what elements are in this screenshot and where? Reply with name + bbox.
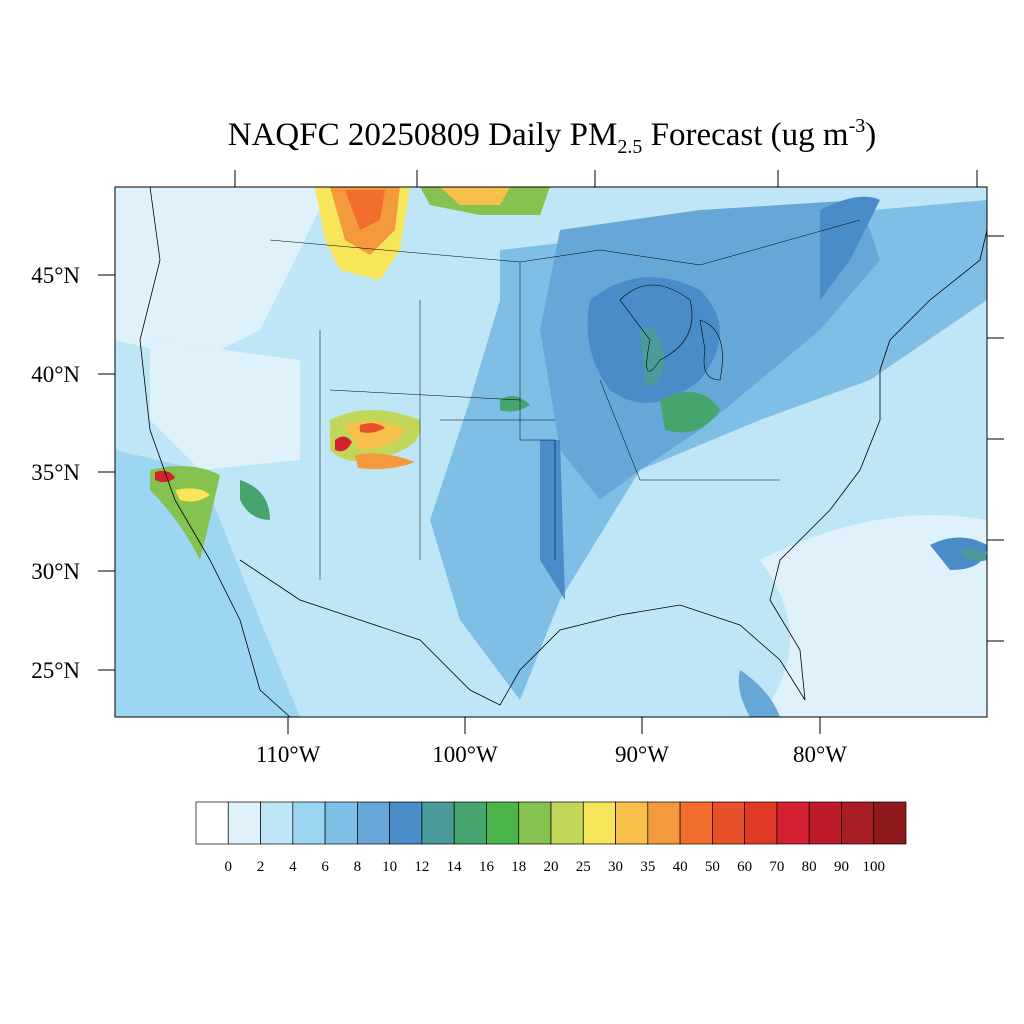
title-main: NAQFC 20250809 Daily PM	[228, 117, 618, 153]
colorbar-label: 20	[544, 859, 559, 875]
colorbar-label: 8	[354, 859, 362, 875]
map-field	[115, 187, 987, 717]
map-frame	[114, 186, 988, 718]
colorbar-box	[712, 801, 745, 845]
colorbar-box	[292, 801, 326, 845]
colorbar-label: 0	[225, 859, 233, 875]
colorbar-label: 14	[447, 859, 463, 875]
colorbar-label: 100	[862, 859, 885, 875]
colorbar-box	[453, 801, 487, 845]
colorbar-box	[486, 801, 520, 845]
lon-label: 90°W	[615, 742, 669, 767]
lat-label: 35°N	[31, 460, 80, 485]
boundaries	[139, 186, 988, 718]
colorbar-label: 40	[673, 859, 688, 875]
colorbar-label: 16	[479, 859, 495, 875]
colorbar-box	[324, 801, 358, 845]
lon-label: 100°W	[432, 742, 498, 767]
title-end: )	[865, 117, 876, 153]
colorbar-label: 80	[802, 859, 817, 875]
colorbar-label: 70	[769, 859, 784, 875]
colorbar-box	[873, 801, 907, 845]
colorbar-label: 18	[511, 859, 526, 875]
colorbar-box	[550, 801, 584, 845]
colorbar-box	[808, 801, 842, 845]
colorbar-box	[647, 801, 681, 845]
colorbar-box	[389, 801, 423, 845]
lon-label: 110°W	[256, 742, 321, 767]
colorbar-label: 60	[737, 859, 752, 875]
title-superscript: -3	[849, 115, 866, 137]
colorbar-box	[227, 801, 261, 845]
colorbar-label: 2	[257, 859, 265, 875]
lat-label: 45°N	[31, 263, 80, 288]
frame-ticks	[234, 170, 1004, 642]
colorbar-label: 35	[640, 859, 655, 875]
title: NAQFC 20250809 Daily PM2.5 Forecast (ug …	[228, 115, 877, 158]
colorbar-box	[679, 801, 713, 845]
colorbar-label: 4	[289, 859, 297, 875]
lon-label: 80°W	[793, 742, 847, 767]
lat-label: 25°N	[31, 658, 80, 683]
colorbar-label: 30	[608, 859, 623, 875]
colorbar-label: 10	[382, 859, 397, 875]
colorbar-box	[582, 801, 616, 845]
colorbar-label: 90	[834, 859, 849, 875]
colorbar-box	[518, 801, 552, 845]
title-mid: Forecast (ug m	[642, 117, 849, 153]
lat-label: 40°N	[31, 362, 80, 387]
colorbar-label: 12	[414, 859, 429, 875]
colorbar-label: 50	[705, 859, 720, 875]
colorbar-label: 6	[321, 859, 329, 875]
title-subscript: 2.5	[617, 136, 642, 158]
colorbar-label: 25	[576, 859, 591, 875]
lat-label: 30°N	[31, 559, 80, 584]
colorbar-box	[195, 801, 229, 845]
colorbar-box	[841, 801, 875, 845]
colorbar-box	[776, 801, 810, 845]
colorbar-box	[357, 801, 390, 845]
colorbar-box	[744, 801, 778, 845]
colorbar-box	[260, 801, 294, 845]
colorbar: 0 2 4 6 8 10 12 14 16 18 20 25 30 35 40 50 60 70 80 90 100	[195, 801, 907, 875]
axes: 45°N 40°N 35°N 30°N 25°N 110°W 100°W 90°W 80°W	[31, 263, 847, 767]
colorbar-box	[615, 801, 649, 845]
colorbar-box	[421, 801, 455, 845]
